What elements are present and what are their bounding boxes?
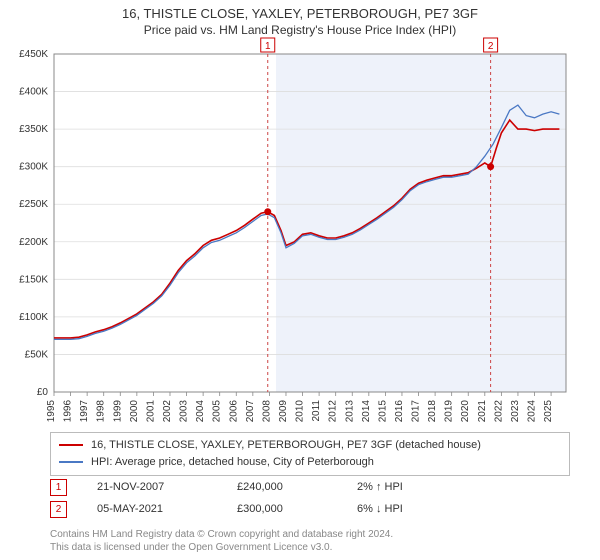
svg-text:£200K: £200K <box>19 237 48 248</box>
svg-text:£50K: £50K <box>25 349 49 360</box>
svg-text:2009: 2009 <box>278 400 289 423</box>
svg-text:2012: 2012 <box>328 400 339 423</box>
svg-text:2015: 2015 <box>377 400 388 423</box>
svg-text:£450K: £450K <box>19 49 48 60</box>
sale-marker-row: 1 21-NOV-2007 £240,000 2% ↑ HPI <box>50 476 570 498</box>
footer-line-2: This data is licensed under the Open Gov… <box>50 541 570 554</box>
svg-text:2023: 2023 <box>510 400 521 423</box>
legend-label: 16, THISTLE CLOSE, YAXLEY, PETERBOROUGH,… <box>91 437 481 454</box>
svg-text:2: 2 <box>488 41 494 52</box>
svg-text:2003: 2003 <box>179 400 190 423</box>
svg-text:£150K: £150K <box>19 274 48 285</box>
sale-marker-price: £240,000 <box>237 481 327 493</box>
legend: 16, THISTLE CLOSE, YAXLEY, PETERBOROUGH,… <box>50 432 570 476</box>
footer-line-1: Contains HM Land Registry data © Crown c… <box>50 528 570 541</box>
svg-text:2017: 2017 <box>411 400 422 423</box>
svg-text:2024: 2024 <box>527 400 538 423</box>
svg-text:2019: 2019 <box>444 400 455 423</box>
legend-item: 16, THISTLE CLOSE, YAXLEY, PETERBOROUGH,… <box>59 437 561 454</box>
svg-text:£0: £0 <box>37 387 49 398</box>
sale-marker-row: 2 05-MAY-2021 £300,000 6% ↓ HPI <box>50 498 570 520</box>
svg-text:£400K: £400K <box>19 87 48 98</box>
legend-label: HPI: Average price, detached house, City… <box>91 454 374 471</box>
legend-swatch <box>59 461 83 463</box>
sale-marker-price: £300,000 <box>237 503 327 515</box>
svg-text:2018: 2018 <box>427 400 438 423</box>
sales-markers-table: 1 21-NOV-2007 £240,000 2% ↑ HPI 2 05-MAY-2021… <box>50 476 570 520</box>
svg-text:2022: 2022 <box>493 400 504 423</box>
sale-marker-date: 21-NOV-2007 <box>97 481 207 493</box>
svg-text:2013: 2013 <box>344 400 355 423</box>
svg-text:2011: 2011 <box>311 400 322 422</box>
sale-marker-badge: 1 <box>50 479 67 496</box>
chart-title: 16, THISTLE CLOSE, YAXLEY, PETERBOROUGH,… <box>0 6 600 21</box>
svg-text:2001: 2001 <box>145 400 156 423</box>
svg-text:2014: 2014 <box>361 400 372 423</box>
legend-item: HPI: Average price, detached house, City… <box>59 454 561 471</box>
svg-text:2016: 2016 <box>394 400 405 423</box>
footer-attribution: Contains HM Land Registry data © Crown c… <box>50 528 570 554</box>
svg-text:2000: 2000 <box>129 400 140 423</box>
svg-text:1998: 1998 <box>96 400 107 423</box>
svg-text:2008: 2008 <box>261 400 272 423</box>
svg-text:£250K: £250K <box>19 199 48 210</box>
chart-subtitle: Price paid vs. HM Land Registry's House … <box>0 23 600 37</box>
svg-text:1: 1 <box>265 41 271 52</box>
sale-marker-hpi: 2% ↑ HPI <box>357 481 477 493</box>
sale-marker-hpi: 6% ↓ HPI <box>357 503 477 515</box>
svg-text:2020: 2020 <box>460 400 471 423</box>
svg-text:2006: 2006 <box>228 400 239 423</box>
svg-text:£300K: £300K <box>19 162 48 173</box>
svg-text:1996: 1996 <box>63 400 74 423</box>
svg-text:2021: 2021 <box>477 400 488 423</box>
svg-text:2004: 2004 <box>195 400 206 423</box>
svg-text:1995: 1995 <box>46 400 57 423</box>
legend-swatch <box>59 444 83 446</box>
svg-text:2010: 2010 <box>295 400 306 423</box>
sale-marker-date: 05-MAY-2021 <box>97 503 207 515</box>
svg-text:2002: 2002 <box>162 400 173 423</box>
svg-text:2005: 2005 <box>212 400 223 423</box>
svg-text:£100K: £100K <box>19 312 48 323</box>
chart-plot-area: £0£50K£100K£150K£200K£250K£300K£350K£400… <box>50 50 570 420</box>
svg-text:2025: 2025 <box>543 400 554 423</box>
svg-text:2007: 2007 <box>245 400 256 423</box>
svg-text:1997: 1997 <box>79 400 90 423</box>
svg-text:1999: 1999 <box>112 400 123 423</box>
line-chart-svg: £0£50K£100K£150K£200K£250K£300K£350K£400… <box>50 50 570 420</box>
sale-marker-badge: 2 <box>50 501 67 518</box>
svg-text:£350K: £350K <box>19 124 48 135</box>
